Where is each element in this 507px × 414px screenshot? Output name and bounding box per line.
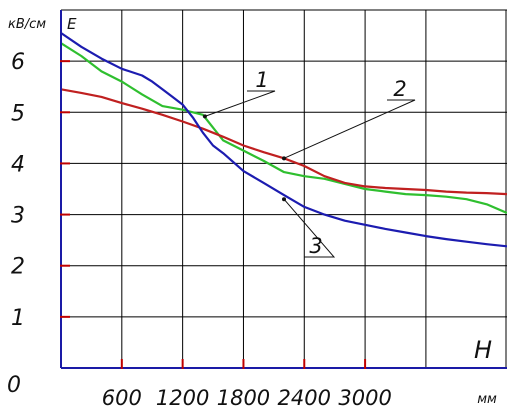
tick-marks (60, 60, 367, 369)
series-callouts: 1 2 3 (202, 68, 416, 258)
x-tick-label: 600 (102, 386, 142, 410)
series-label-2: 2 (393, 77, 406, 101)
y-tick-label: 5 (11, 101, 25, 126)
x-axis-symbol: H (474, 336, 492, 364)
y-tick-label: 1 (11, 306, 25, 331)
y-axis-unit: кВ/см (8, 17, 46, 32)
callout-leader-1 (204, 90, 276, 117)
series-line-2 (60, 88, 507, 196)
callout-leader-2 (283, 99, 416, 159)
y-tick-label: 2 (11, 255, 25, 280)
y-tick-label: 6 (11, 50, 25, 75)
axes (60, 10, 507, 369)
series-line-3 (60, 32, 507, 248)
y-tick-label: 4 (11, 152, 25, 177)
x-tick-label: 3000 (338, 386, 391, 410)
y-axis-symbol: E (67, 15, 77, 33)
series-label-3: 3 (309, 234, 322, 258)
origin-label: 0 (7, 373, 21, 398)
y-tick-label: 3 (11, 204, 25, 229)
x-tick-label: 1200 (156, 386, 209, 410)
series-line-1 (60, 42, 507, 215)
grid (61, 9, 507, 368)
callout-leader-3 (283, 198, 336, 258)
x-tick-label: 1800 (217, 386, 270, 410)
labels: 1 2 3 4 5 6 600 1200 1800 2400 3000 0 кВ/см E Hмм (7, 15, 497, 410)
x-axis-unit: мм (477, 392, 497, 407)
x-tick-label: 2400 (278, 386, 331, 410)
series-label-1: 1 (255, 68, 268, 92)
